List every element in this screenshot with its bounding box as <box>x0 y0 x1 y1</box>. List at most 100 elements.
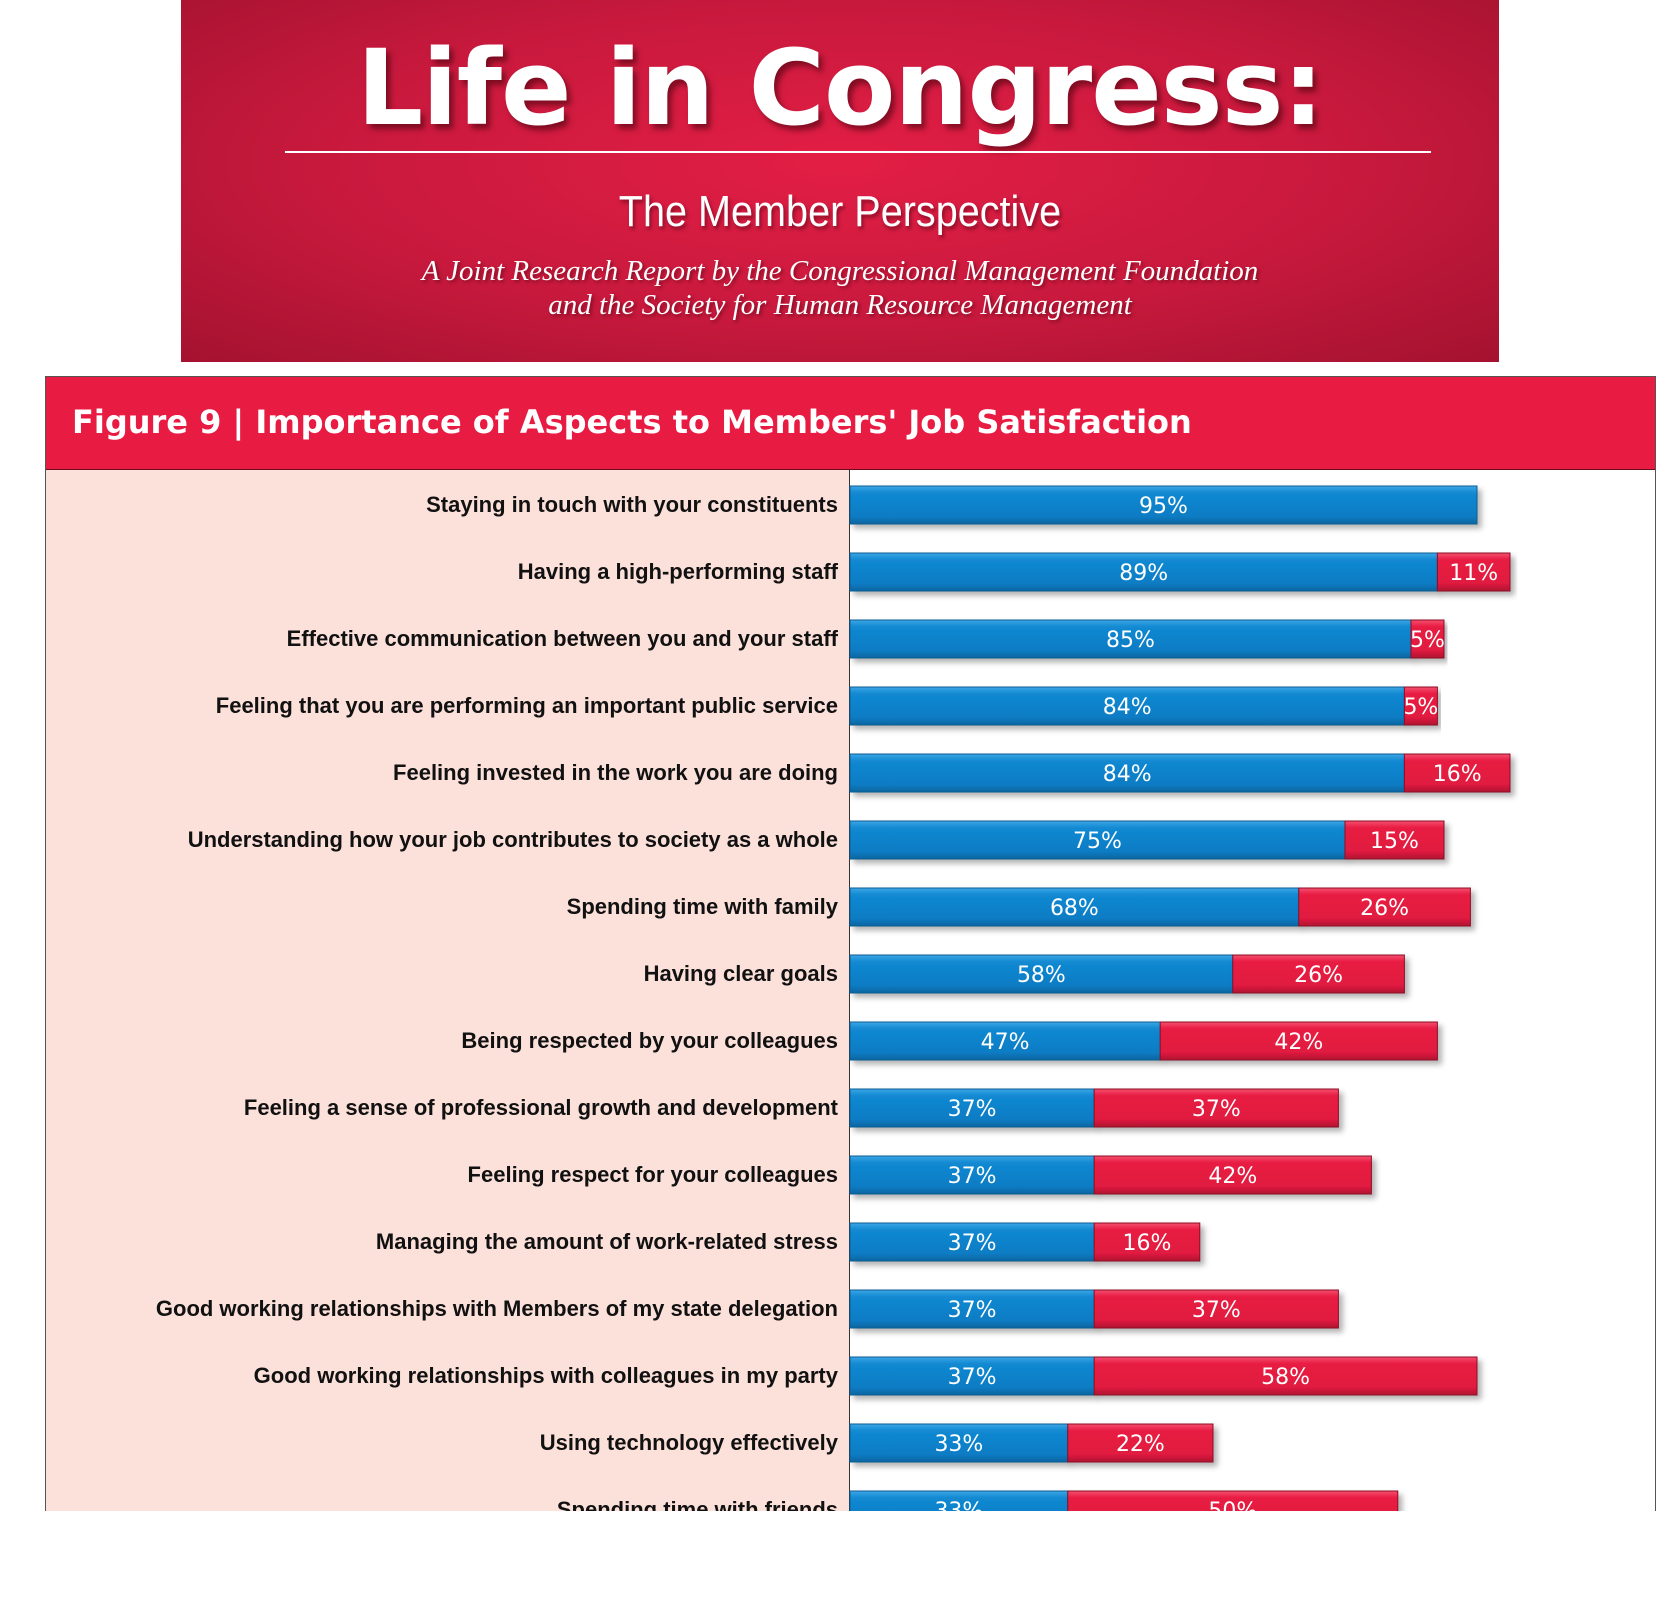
category-label: Having clear goals <box>644 961 838 986</box>
stacked-bar-chart: Staying in touch with your constituents 9… <box>156 485 1511 1511</box>
bar-value-label: 50% <box>1208 1499 1257 1511</box>
report-byline: A Joint Research Report by the Congressi… <box>181 254 1499 322</box>
bar-value-label: 33% <box>934 1432 983 1457</box>
bar-value-label: 42% <box>1274 1030 1323 1055</box>
chart-row: Being respected by your colleagues 47% 42% <box>461 1021 1438 1061</box>
bar-segment-series-2 <box>1067 1490 1399 1511</box>
chart-row: Feeling respect for your colleagues 37% 42… <box>468 1155 1372 1195</box>
bar-segment-series-2 <box>1093 1289 1339 1329</box>
bar-segment-series-1 <box>849 686 1405 726</box>
bar-segment-series-2 <box>1093 1088 1339 1128</box>
chart-row: Managing the amount of work-related stre… <box>376 1222 1201 1262</box>
category-label: Understanding how your job contributes t… <box>188 827 838 852</box>
chart-row: Having clear goals 58% 26% <box>644 954 1405 994</box>
bar-value-label: 84% <box>1103 762 1152 787</box>
category-label: Spending time with friends <box>557 1497 838 1511</box>
bar-value-label: 26% <box>1294 963 1343 988</box>
bar-value-label: 47% <box>981 1030 1030 1055</box>
bar-segment-series-1 <box>849 485 1478 525</box>
bar-segment-series-2 <box>1232 954 1405 994</box>
chart-row: Spending time with family 68% 26% <box>567 887 1471 927</box>
bar-segment-series-1 <box>849 1021 1161 1061</box>
bar-value-label: 16% <box>1433 762 1482 787</box>
bar-segment-series-1 <box>849 1289 1095 1329</box>
byline-line-2: and the Society for Human Resource Manag… <box>548 289 1132 321</box>
bar-value-label: 37% <box>948 1231 997 1256</box>
bar-segment-series-2 <box>1403 753 1511 793</box>
chart-row: Having a high-performing staff 89% 11% <box>518 552 1511 592</box>
title-divider <box>285 151 1431 153</box>
category-label: Managing the amount of work-related stre… <box>376 1229 838 1254</box>
chart-row: Using technology effectively 33% 22% <box>540 1423 1214 1463</box>
bar-segment-series-2 <box>1403 686 1438 726</box>
bar-value-label: 33% <box>934 1499 983 1511</box>
category-label: Being respected by your colleagues <box>461 1028 838 1053</box>
bar-segment-series-1 <box>849 1155 1095 1195</box>
bar-segment-series-2 <box>1159 1021 1438 1061</box>
category-label: Feeling that you are performing an impor… <box>216 693 838 718</box>
byline-line-1: A Joint Research Report by the Congressi… <box>421 255 1259 287</box>
bar-value-label: 85% <box>1106 628 1155 653</box>
category-label: Staying in touch with your constituents <box>426 492 838 517</box>
bar-value-label: 37% <box>948 1365 997 1390</box>
bar-segment-series-2 <box>1093 1155 1372 1195</box>
bar-value-label: 37% <box>948 1164 997 1189</box>
bar-value-label: 58% <box>1261 1365 1310 1390</box>
chart-row: Good working relationships with colleagu… <box>254 1356 1478 1396</box>
chart-row: Feeling a sense of professional growth a… <box>244 1088 1339 1128</box>
bar-value-label: 75% <box>1073 829 1122 854</box>
report-title: Life in Congress: <box>356 27 1324 149</box>
category-label: Feeling a sense of professional growth a… <box>244 1095 839 1120</box>
bar-segment-series-2 <box>1093 1356 1478 1396</box>
bar-segment-series-1 <box>849 753 1405 793</box>
bar-segment-series-2 <box>1093 1222 1201 1262</box>
chart-row: Good working relationships with Members … <box>156 1289 1339 1329</box>
bar-value-label: 58% <box>1017 963 1066 988</box>
bar-value-label: 37% <box>1192 1298 1241 1323</box>
category-label: Good working relationships with colleagu… <box>254 1363 839 1388</box>
report-subtitle: The Member Perspective <box>618 187 1062 236</box>
bar-value-label: 68% <box>1050 896 1099 921</box>
category-label: Feeling respect for your colleagues <box>468 1162 838 1187</box>
bar-value-label: 5% <box>1403 695 1438 720</box>
bar-segment-series-2 <box>1067 1423 1214 1463</box>
bar-value-label: 11% <box>1449 561 1498 586</box>
bar-segment-series-2 <box>1298 887 1471 927</box>
bar-segment-series-1 <box>849 1356 1095 1396</box>
chart-row: Staying in touch with your constituents 9… <box>426 485 1478 525</box>
chart-row: Spending time with friends 33% 50% <box>557 1490 1399 1511</box>
category-label-panel <box>46 470 850 1511</box>
figure-title: Figure 9 | Importance of Aspects to Memb… <box>72 403 1192 441</box>
bar-value-label: 26% <box>1360 896 1409 921</box>
figure-panel: Figure 9 | Importance of Aspects to Memb… <box>45 376 1656 1511</box>
bar-segment-series-1 <box>849 954 1234 994</box>
category-label: Effective communication between you and … <box>287 626 839 651</box>
category-label: Good working relationships with Members … <box>156 1296 838 1321</box>
bar-value-label: 37% <box>948 1298 997 1323</box>
bar-segment-series-1 <box>849 1222 1095 1262</box>
bar-segment-series-2 <box>1344 820 1445 860</box>
bar-value-label: 95% <box>1139 494 1188 519</box>
category-label: Having a high-performing staff <box>518 559 839 584</box>
bar-value-label: 15% <box>1370 829 1419 854</box>
bar-segment-series-1 <box>849 1423 1069 1463</box>
bar-value-label: 89% <box>1119 561 1168 586</box>
bar-segment-series-1 <box>849 887 1300 927</box>
category-label: Using technology effectively <box>540 1430 839 1455</box>
bar-value-label: 37% <box>1192 1097 1241 1122</box>
chart-row: Feeling invested in the work you are doi… <box>393 753 1511 793</box>
report-banner: Life in Congress: The Member Perspective… <box>181 0 1499 362</box>
bar-value-label: 22% <box>1116 1432 1165 1457</box>
figure-header: Figure 9 | Importance of Aspects to Memb… <box>46 377 1655 470</box>
bar-value-label: 5% <box>1410 628 1445 653</box>
bar-segment-series-2 <box>1410 619 1445 659</box>
category-label: Spending time with family <box>567 894 839 919</box>
bar-segment-series-2 <box>1436 552 1511 592</box>
bar-value-label: 42% <box>1208 1164 1257 1189</box>
bar-value-label: 37% <box>948 1097 997 1122</box>
chart-row: Feeling that you are performing an impor… <box>216 686 1438 726</box>
chart-row: Effective communication between you and … <box>287 619 1445 659</box>
bar-segment-series-1 <box>849 1088 1095 1128</box>
bar-value-label: 16% <box>1123 1231 1172 1256</box>
bar-segment-series-1 <box>849 619 1412 659</box>
